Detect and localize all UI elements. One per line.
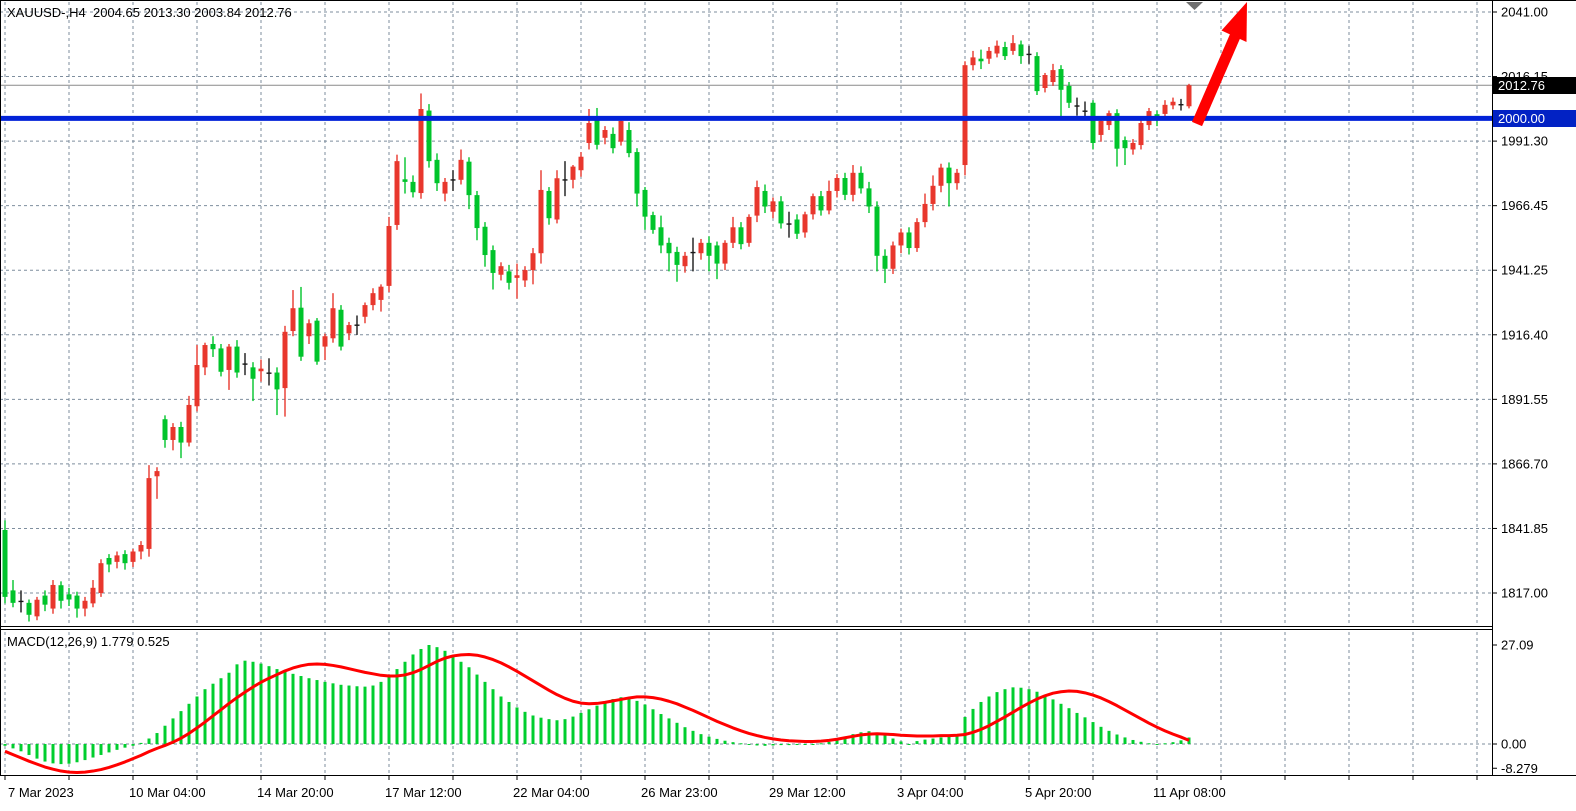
time-axis-label: 7 Mar 2023 xyxy=(8,785,74,800)
macd-axis: 27.09 0.00 -8.279 xyxy=(1492,638,1538,776)
chart-title: XAUUSD-,H4 2004.65 2013.30 2003.84 2012.… xyxy=(7,5,292,20)
macd-indicator-label: MACD(12,26,9) 1.779 0.525 xyxy=(7,634,170,649)
time-axis-label: 17 Mar 12:00 xyxy=(385,785,462,800)
macd-axis-label: 27.09 xyxy=(1501,638,1534,653)
price-axis-label: 1991.30 xyxy=(1501,134,1548,149)
time-axis-label: 26 Mar 23:00 xyxy=(641,785,718,800)
chart-frame xyxy=(0,0,1576,776)
time-axis-label: 14 Mar 20:00 xyxy=(257,785,334,800)
time-axis-label: 3 Apr 04:00 xyxy=(897,785,964,800)
time-axis-label: 22 Mar 04:00 xyxy=(513,785,590,800)
trend-arrow-up[interactable] xyxy=(1191,2,1247,127)
macd-histogram xyxy=(3,645,1191,765)
time-axis: 7 Mar 2023 10 Mar 04:00 14 Mar 20:00 17 Mar… xyxy=(4,776,1478,800)
price-axis-label: 2041.00 xyxy=(1501,5,1548,20)
time-axis-label: 10 Mar 04:00 xyxy=(129,785,206,800)
time-axis-label: 29 Mar 12:00 xyxy=(769,785,846,800)
time-axis-label: 11 Apr 08:00 xyxy=(1153,785,1226,800)
time-axis-label: 5 Apr 20:00 xyxy=(1025,785,1092,800)
price-axis-label: 1841.85 xyxy=(1501,521,1548,536)
price-axis-label: 1941.25 xyxy=(1501,263,1548,278)
chart-shift-marker-icon[interactable] xyxy=(1186,2,1203,10)
current-price-badge: 2012.76 xyxy=(1493,77,1576,94)
price-axis-label: 1916.40 xyxy=(1501,327,1548,342)
price-axis-label: 1817.00 xyxy=(1501,586,1548,601)
macd-axis-label: -8.279 xyxy=(1501,761,1538,776)
grid-lines xyxy=(0,2,1492,774)
level-price-badge[interactable]: 2000.00 xyxy=(1493,110,1576,127)
macd-axis-label: 0.00 xyxy=(1501,737,1526,752)
price-axis-label: 1891.55 xyxy=(1501,392,1548,407)
price-axis-label: 1866.70 xyxy=(1501,456,1548,471)
candlesticks xyxy=(2,35,1192,622)
price-axis-label: 1966.45 xyxy=(1501,198,1548,213)
macd-signal-line xyxy=(4,652,1190,775)
